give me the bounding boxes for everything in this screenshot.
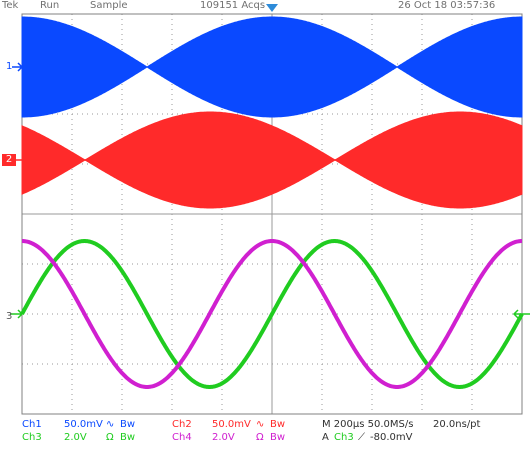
ch1-bandwidth: Bw	[120, 419, 136, 430]
ch1-trace	[21, 16, 523, 118]
trigger-prefix: A	[322, 432, 329, 443]
ch3-label: Ch3	[22, 432, 42, 443]
ch3-marker-arrow-icon	[10, 309, 24, 319]
status-bar: Tek Run Sample 109151 Acqs 26 Oct 18 03:…	[0, 0, 531, 14]
trigger-slope-icon: ⟋	[358, 432, 365, 443]
ch1-coupling-icon: ∿	[106, 419, 115, 430]
acquisition-mode: Sample	[90, 0, 128, 11]
ch1-marker-arrow-icon	[12, 62, 24, 72]
datetime: 26 Oct 18 03:57:36	[398, 0, 496, 11]
ch3-trace	[20, 239, 524, 389]
trigger-position-marker-icon	[266, 4, 278, 12]
ch4-scale: 2.0V	[212, 432, 235, 443]
ch2-bandwidth: Bw	[270, 419, 286, 430]
acquisition-count: 109151 Acqs	[200, 0, 266, 11]
ch1-scale: 50.0mV	[64, 419, 103, 430]
ch3-ohm-icon: Ω	[106, 432, 114, 443]
graticule-border	[21, 13, 523, 415]
ch4-trace	[21, 239, 523, 389]
ch2-trace	[21, 111, 523, 209]
ch2-coupling-icon: ∿	[256, 419, 265, 430]
trigger-level: -80.0mV	[370, 432, 413, 443]
ch3-bandwidth: Bw	[120, 432, 136, 443]
trigger-level-arrow-icon	[512, 309, 530, 319]
run-state: Run	[40, 0, 60, 11]
ch3-scale: 2.0V	[64, 432, 87, 443]
ch1-ground-marker: 1	[6, 61, 13, 72]
ch1-label: Ch1	[22, 419, 42, 430]
ch2-label: Ch2	[172, 419, 192, 430]
resolution-readout: 20.0ns/pt	[433, 419, 481, 430]
ch2-scale: 50.0mV	[212, 419, 251, 430]
ch3-ground-marker: 3	[6, 311, 13, 322]
trigger-source: Ch3	[334, 432, 354, 443]
brand-label: Tek	[2, 0, 19, 11]
ch4-label: Ch4	[172, 432, 192, 443]
timebase-readout: M 200µs 50.0MS/s	[322, 419, 414, 430]
ch4-bandwidth: Bw	[270, 432, 286, 443]
ch4-ohm-icon: Ω	[256, 432, 264, 443]
ch2-ground-marker: 2	[2, 154, 16, 166]
